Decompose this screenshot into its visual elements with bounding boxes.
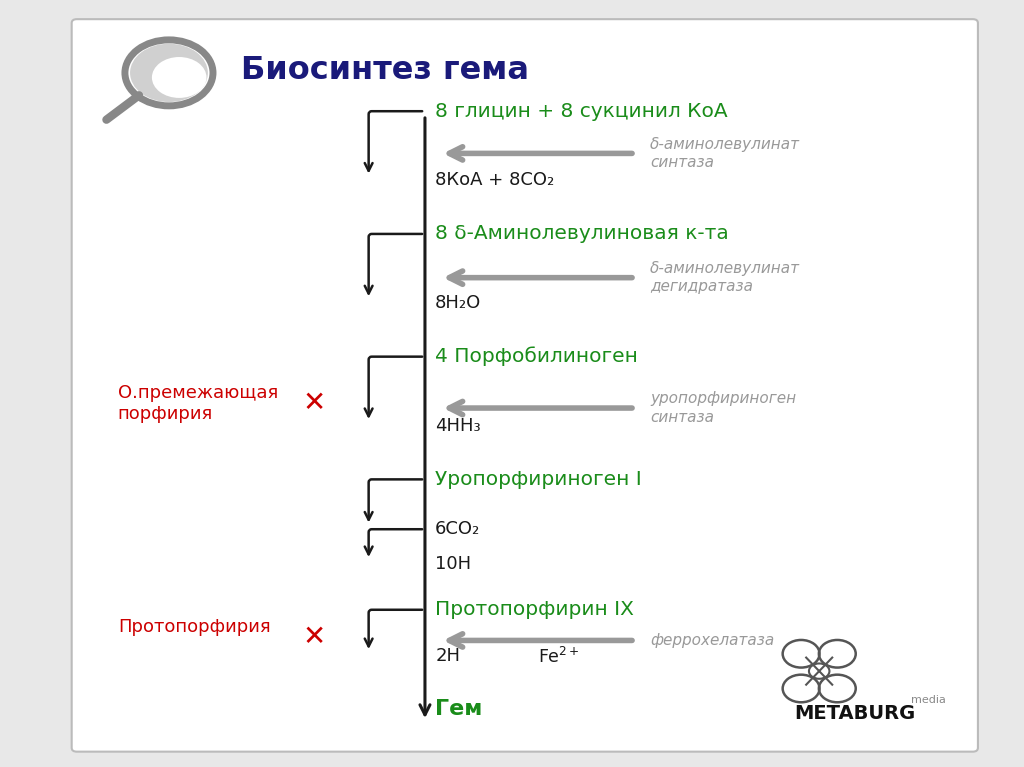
Text: уропорфириноген
синтаза: уропорфириноген синтаза	[650, 391, 797, 425]
Text: Протопорфирин IX: Протопорфирин IX	[435, 601, 634, 619]
Text: 8 δ-Аминолевулиновая к-та: 8 δ-Аминолевулиновая к-та	[435, 225, 729, 243]
Text: 4НН₃: 4НН₃	[435, 416, 481, 435]
Text: δ-аминолевулинат
дегидратаза: δ-аминолевулинат дегидратаза	[650, 261, 800, 295]
Text: 8КоА + 8СО₂: 8КоА + 8СО₂	[435, 171, 554, 189]
Text: 2Н: 2Н	[435, 647, 460, 665]
Text: 8Н₂О: 8Н₂О	[435, 294, 481, 312]
FancyBboxPatch shape	[72, 19, 978, 752]
Text: 4 Порфобилиноген: 4 Порфобилиноген	[435, 347, 638, 367]
Text: METABURG: METABURG	[795, 704, 915, 723]
Text: ✕: ✕	[302, 623, 326, 650]
Text: Биосинтез гема: Биосинтез гема	[241, 55, 528, 86]
Circle shape	[152, 57, 207, 98]
Text: Протопорфирия: Протопорфирия	[118, 618, 270, 637]
Text: порфирия: порфирия	[118, 405, 213, 423]
Text: 6СО₂: 6СО₂	[435, 520, 480, 538]
Text: ✕: ✕	[302, 389, 326, 416]
Text: Уропорфириноген I: Уропорфириноген I	[435, 470, 642, 489]
Text: Fe$^{2+}$: Fe$^{2+}$	[538, 647, 580, 667]
Text: 8 глицин + 8 сукцинил КоА: 8 глицин + 8 сукцинил КоА	[435, 102, 728, 120]
Text: Гем: Гем	[435, 700, 482, 719]
Text: 10Н: 10Н	[435, 555, 471, 573]
Text: феррохелатаза: феррохелатаза	[650, 633, 774, 648]
Text: media: media	[911, 694, 946, 705]
Circle shape	[130, 44, 208, 102]
Text: О.премежающая: О.премежающая	[118, 384, 278, 403]
Text: δ-аминолевулинат
синтаза: δ-аминолевулинат синтаза	[650, 137, 800, 170]
